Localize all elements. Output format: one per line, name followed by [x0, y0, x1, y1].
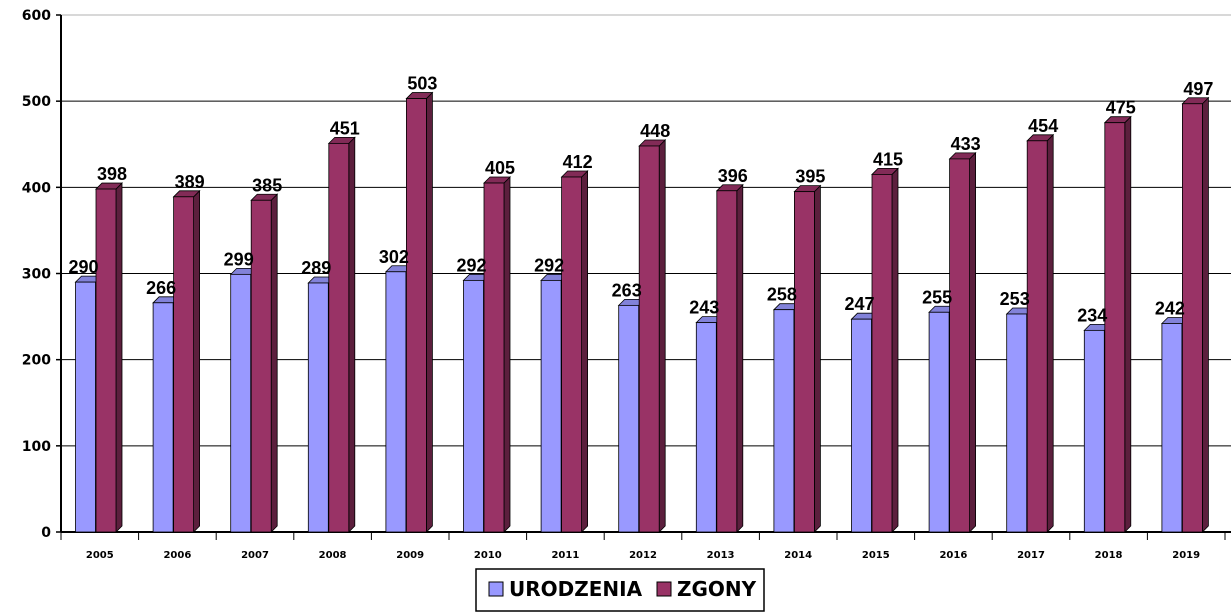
x-tick-label: 2011 [551, 550, 579, 561]
bar-zgony-2017 [1026, 133, 1055, 533]
data-label-zgony-2018: 475 [1106, 98, 1136, 118]
data-label-urodzenia-2006: 266 [146, 278, 176, 298]
data-label-zgony-2015: 415 [873, 149, 903, 169]
x-tick-label: 2008 [319, 550, 347, 561]
bar-zgony-2007 [250, 193, 279, 533]
x-tick-label: 2019 [1172, 550, 1200, 561]
legend-label-urodzenia: URODZENIA [509, 577, 643, 601]
legend-box [475, 568, 765, 612]
data-label-urodzenia-2015: 247 [844, 294, 874, 314]
bar-zgony-2014 [793, 184, 822, 533]
x-tick-label: 2006 [163, 550, 191, 561]
bar-zgony-2013 [715, 183, 744, 533]
data-label-zgony-2009: 503 [407, 74, 437, 94]
bar-zgony-2008 [327, 136, 356, 533]
x-tick-label: 2018 [1095, 550, 1123, 561]
bar-zgony-2015 [871, 167, 899, 533]
x-tick-label: 2009 [396, 550, 424, 561]
data-label-urodzenia-2008: 289 [301, 258, 331, 278]
data-label-urodzenia-2017: 253 [1000, 289, 1030, 309]
bar-zgony-2006 [172, 189, 201, 533]
data-label-zgony-2017: 454 [1028, 116, 1058, 136]
y-tick-label: 100 [22, 439, 51, 455]
y-tick-label: 0 [41, 525, 51, 541]
data-label-urodzenia-2016: 255 [922, 287, 952, 307]
y-tick-label: 600 [22, 8, 51, 24]
x-tick-label: 2010 [474, 550, 502, 561]
bar-zgony-2011 [560, 170, 589, 533]
data-label-zgony-2008: 451 [330, 118, 360, 138]
data-label-urodzenia-2005: 290 [68, 257, 98, 277]
data-label-urodzenia-2007: 299 [224, 249, 254, 269]
x-tick-label: 2016 [939, 550, 967, 561]
data-label-urodzenia-2014: 258 [767, 285, 797, 305]
bar-zgony-2005 [95, 182, 123, 533]
data-label-zgony-2013: 396 [718, 166, 748, 186]
x-tick-label: 2005 [86, 550, 114, 561]
x-tick-label: 2014 [784, 550, 812, 561]
data-label-urodzenia-2018: 234 [1077, 305, 1107, 325]
y-tick-label: 500 [22, 94, 51, 110]
x-tick-label: 2007 [241, 550, 269, 561]
data-labels: 290 398 266 389 299 385 289 451 302 503 292 405 292 4… [68, 74, 1213, 326]
data-label-urodzenia-2011: 292 [534, 255, 564, 275]
y-tick-label: 200 [22, 353, 51, 369]
y-tick-label: 400 [22, 180, 51, 196]
legend-swatch-urodzenia [488, 581, 504, 597]
bar-zgony-2016 [948, 151, 977, 533]
data-label-zgony-2014: 395 [795, 167, 825, 187]
bar-zgony-2009 [405, 91, 434, 533]
x-tick-label: 2015 [862, 550, 890, 561]
bars [74, 91, 1210, 533]
x-tick-labels: 2005 2006 2007 2008 2009 2010 2011 2012 2013 2014… [86, 550, 1200, 561]
data-label-urodzenia-2010: 292 [456, 255, 486, 275]
data-label-urodzenia-2012: 263 [612, 280, 642, 300]
x-tick-label: 2017 [1017, 550, 1045, 561]
x-tick-label: 2012 [629, 550, 657, 561]
legend-label-zgony: ZGONY [677, 577, 757, 601]
data-label-zgony-2007: 385 [252, 175, 282, 195]
data-label-zgony-2006: 389 [175, 172, 205, 192]
bar-zgony-2012 [638, 139, 667, 533]
data-label-zgony-2016: 433 [951, 134, 981, 154]
data-label-zgony-2010: 405 [485, 158, 515, 178]
data-label-zgony-2011: 412 [563, 152, 593, 172]
data-label-zgony-2012: 448 [640, 121, 670, 141]
y-tick-labels: 0 100 200 300 400 500 600 [22, 8, 51, 541]
bar-zgony-2019 [1181, 96, 1210, 533]
data-label-urodzenia-2019: 242 [1155, 298, 1185, 318]
data-label-urodzenia-2009: 302 [379, 247, 409, 267]
data-label-zgony-2005: 398 [97, 164, 127, 184]
bar-zgony-2010 [483, 176, 511, 533]
data-label-zgony-2019: 497 [1183, 79, 1213, 99]
data-label-urodzenia-2013: 243 [689, 298, 719, 318]
bar-zgony-2018 [1103, 115, 1132, 533]
legend: URODZENIA ZGONY [475, 568, 765, 612]
x-tick-label: 2013 [707, 550, 735, 561]
y-tick-label: 300 [22, 267, 51, 283]
legend-swatch-zgony [656, 581, 672, 597]
